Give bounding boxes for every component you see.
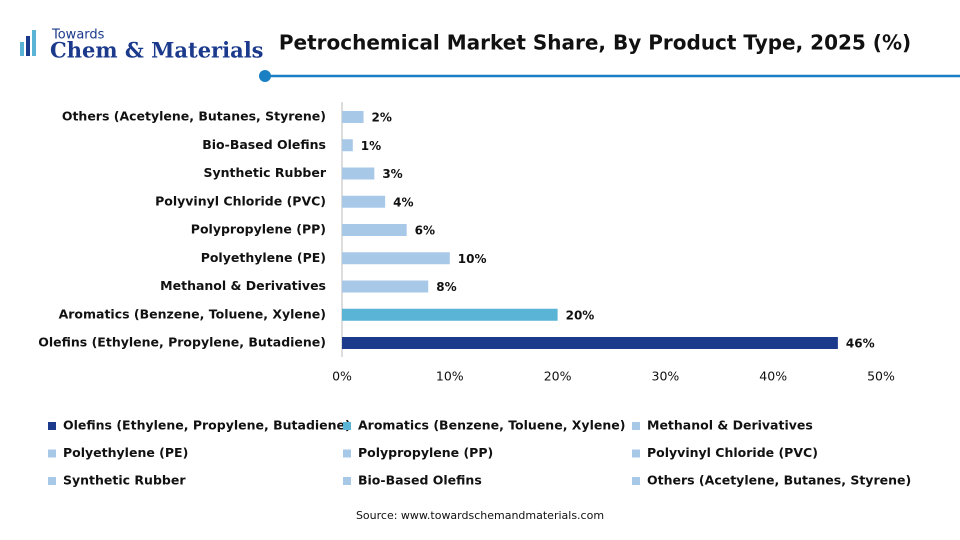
bar <box>342 280 429 293</box>
value-label: 8% <box>436 280 456 294</box>
y-tick-label: Synthetic Rubber <box>204 165 327 180</box>
logo-icon <box>26 36 30 56</box>
value-label: 1% <box>361 139 381 153</box>
source: Source: www.towardschemandmaterials.com <box>356 509 604 522</box>
legend-label: Polypropylene (PP) <box>358 445 493 460</box>
bar <box>342 139 353 152</box>
y-tick-label: Polypropylene (PP) <box>191 222 326 237</box>
legend-label: Bio-Based Olefins <box>358 473 482 488</box>
value-label: 20% <box>566 308 595 322</box>
legend-label: Methanol & Derivatives <box>647 418 813 433</box>
value-label: 46% <box>846 337 875 351</box>
logo-text: Chem & Materials <box>50 38 264 63</box>
y-tick-label: Polyethylene (PE) <box>201 250 326 265</box>
legend-swatch <box>343 422 351 430</box>
y-tick-label: Bio-Based Olefins <box>202 137 326 152</box>
title-rule-dot <box>259 70 271 82</box>
bar <box>342 337 838 349</box>
legend-swatch <box>632 449 640 458</box>
legend-swatch <box>48 422 56 430</box>
legend-label: Synthetic Rubber <box>63 473 186 488</box>
x-tick-label: 30% <box>652 369 680 384</box>
y-tick-label: Aromatics (Benzene, Toluene, Xylene) <box>59 306 326 321</box>
y-tick-label: Olefins (Ethylene, Propylene, Butadiene) <box>38 335 326 350</box>
legend-swatch <box>632 477 640 485</box>
legend-label: Aromatics (Benzene, Toluene, Xylene) <box>358 418 625 433</box>
value-label: 3% <box>382 167 402 181</box>
logo-icon <box>32 30 36 56</box>
legend-swatch <box>632 422 640 430</box>
y-tick-label: Polyvinyl Chloride (PVC) <box>155 193 326 208</box>
x-tick-label: 20% <box>544 369 572 384</box>
y-tick-label: Methanol & Derivatives <box>160 278 326 293</box>
x-tick-label: 40% <box>759 369 787 384</box>
x-tick-label: 0% <box>332 369 352 384</box>
logo-icon <box>20 42 24 56</box>
value-label: 10% <box>458 252 487 266</box>
bar <box>342 111 364 123</box>
bar <box>342 195 386 208</box>
bar <box>342 224 407 236</box>
logo-text: Towards <box>51 28 105 43</box>
legend-swatch <box>48 477 56 485</box>
bar <box>342 252 450 265</box>
legend-label: Others (Acetylene, Butanes, Styrene) <box>647 473 911 488</box>
legend-label: Polyethylene (PE) <box>63 445 188 460</box>
logo: Towards Chem & Materials <box>20 28 264 63</box>
x-tick-label: 50% <box>867 369 895 384</box>
legend-label: Polyvinyl Chloride (PVC) <box>647 445 818 460</box>
legend-label: Olefins (Ethylene, Propylene, Butadiene) <box>63 418 351 433</box>
y-tick-label: Others (Acetylene, Butanes, Styrene) <box>62 109 326 124</box>
legend-swatch <box>48 449 56 458</box>
chart-title: Petrochemical Market Share, By Product T… <box>279 31 911 55</box>
value-label: 2% <box>372 111 392 125</box>
x-tick-label: 10% <box>436 369 464 384</box>
value-label: 4% <box>393 195 413 209</box>
bar <box>342 308 558 321</box>
legend-swatch <box>343 477 351 485</box>
value-label: 6% <box>415 224 435 238</box>
bar <box>342 167 375 180</box>
legend-swatch <box>343 449 351 458</box>
